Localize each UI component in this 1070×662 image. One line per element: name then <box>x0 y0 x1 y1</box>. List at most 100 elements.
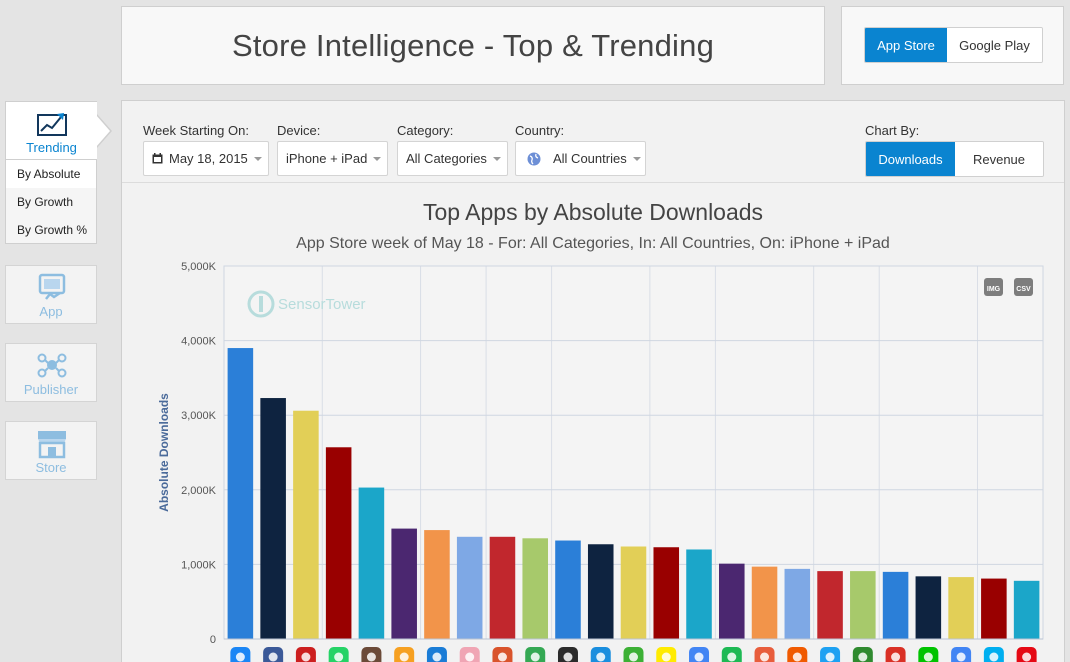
line-app-icon-glyph <box>923 652 933 662</box>
sidebar-item-label: App <box>39 304 63 319</box>
bar-gmail[interactable] <box>882 571 909 639</box>
filter-bar: Week Starting On: May 18, 2015 Device: i… <box>122 101 1064 183</box>
bar-youtube[interactable] <box>293 410 319 639</box>
bar-facebook[interactable] <box>260 398 286 639</box>
shazam-app-icon-glyph <box>432 652 442 662</box>
submenu-by-growth-percent[interactable]: By Growth % <box>17 223 88 237</box>
device-value: iPhone + iPad <box>286 151 368 166</box>
bar-spotify[interactable] <box>719 563 745 639</box>
spotify-app-icon-glyph <box>727 652 737 662</box>
y-tick-label: 3,000K <box>181 410 217 422</box>
dr-app-app-icon-glyph <box>760 652 770 662</box>
globe-icon <box>527 152 541 165</box>
watermark-text: SensorTower <box>278 296 366 313</box>
chevron-down-icon <box>632 156 641 161</box>
category-select[interactable]: All Categories <box>397 141 508 176</box>
category-label: Category: <box>397 123 454 138</box>
google-app-icon-glyph <box>694 652 704 662</box>
sidebar-item-label: Trending <box>26 140 77 155</box>
bar-messenger[interactable] <box>227 348 254 639</box>
sensortower-logo-bar <box>259 296 263 312</box>
csv-export-label: CSV <box>1016 286 1031 293</box>
chevron-down-icon <box>373 156 382 161</box>
bar-snapchat[interactable] <box>653 547 680 639</box>
y-axis-label: Absolute Downloads <box>157 393 171 512</box>
y-tick-label: 0 <box>210 634 216 646</box>
sidebar-item-app[interactable]: App <box>5 265 97 324</box>
taobao-app-icon-glyph <box>792 652 802 662</box>
bar-shazam[interactable] <box>424 530 450 639</box>
week-value: May 18, 2015 <box>169 151 248 166</box>
downloads-button[interactable]: Downloads <box>866 142 955 176</box>
chart-area: Top Apps by Absolute Downloads App Store … <box>122 184 1064 662</box>
revenue-button[interactable]: Revenue <box>955 142 1043 176</box>
google-play-button[interactable]: Google Play <box>947 28 1042 62</box>
sensortower-logo-icon <box>247 290 275 318</box>
chrome-app-icon-glyph <box>956 652 966 662</box>
bar-google[interactable] <box>686 549 712 639</box>
y-tick-label: 1,000K <box>181 559 217 571</box>
submenu-by-growth[interactable]: By Growth <box>17 195 74 209</box>
page-header: Store Intelligence - Top & Trending <box>121 6 825 85</box>
game-app-app-icon-glyph <box>497 652 507 662</box>
sidebar-item-store[interactable]: Store <box>5 421 97 480</box>
duolingo-app-icon-glyph <box>399 652 409 662</box>
gmail-app-icon-glyph <box>891 652 901 662</box>
google-maps-app-icon-glyph <box>530 652 540 662</box>
instagram-app-icon-glyph <box>366 652 376 662</box>
week-select[interactable]: May 18, 2015 <box>143 141 269 176</box>
submenu-by-absolute[interactable]: By Absolute <box>6 160 96 188</box>
bar-find-friends[interactable] <box>850 571 876 639</box>
y-tick-label: 5,000K <box>181 261 217 273</box>
chevron-down-icon <box>492 156 501 161</box>
y-tick-label: 4,000K <box>181 336 217 348</box>
sidebar-item-label: Publisher <box>23 382 79 397</box>
twitter-app-icon-glyph <box>825 652 835 662</box>
skype-app-icon-glyph <box>989 652 999 662</box>
bar-google-maps[interactable] <box>522 538 548 639</box>
sensortower-watermark <box>247 290 275 318</box>
youtube-app-icon-glyph <box>301 652 311 662</box>
bar-skype[interactable] <box>981 578 1007 639</box>
sidebar-item-trending[interactable]: Trending <box>5 101 112 160</box>
calendar-icon <box>152 153 163 164</box>
bar-taobao[interactable] <box>784 568 811 639</box>
country-label: Country: <box>515 123 565 138</box>
bar-line[interactable] <box>915 576 942 639</box>
bar-wechat[interactable] <box>620 546 647 639</box>
messenger-app-icon-glyph <box>235 652 245 662</box>
country-select[interactable]: All Countries <box>515 141 646 176</box>
bar-qq[interactable] <box>555 540 581 639</box>
bar-anime-app[interactable] <box>456 536 483 639</box>
bar-chrome[interactable] <box>948 577 974 639</box>
sidebar-item-publisher[interactable]: Publisher <box>5 343 97 402</box>
chart-title: Top Apps by Absolute Downloads <box>423 199 763 225</box>
store-toggle: App Store Google Play <box>864 27 1043 63</box>
bar-alipay[interactable] <box>587 544 614 639</box>
bar-netflix[interactable] <box>1013 580 1040 639</box>
store-icon <box>38 431 66 459</box>
bar-game-app[interactable] <box>489 536 516 639</box>
sidebar-item-label: Store <box>35 460 67 475</box>
app-icon <box>38 273 66 300</box>
bar-dr-app[interactable] <box>751 566 778 639</box>
device-label: Device: <box>277 123 321 138</box>
bar-duolingo[interactable] <box>391 528 417 639</box>
bar-instagram[interactable] <box>358 487 385 639</box>
snapchat-app-icon-glyph <box>661 652 671 662</box>
store-selector-box: App Store Google Play <box>841 6 1064 85</box>
bar-whatsapp[interactable] <box>325 447 352 639</box>
whatsapp-app-icon-glyph <box>334 652 344 662</box>
active-pointer <box>96 114 112 148</box>
chart-by-toggle: Downloads Revenue <box>865 141 1044 177</box>
find-friends-app-icon-glyph <box>858 652 868 662</box>
csv-export-button[interactable] <box>1014 278 1033 296</box>
chart-by-label: Chart By: <box>865 123 920 138</box>
country-value: All Countries <box>553 151 627 166</box>
img-export-button[interactable] <box>984 278 1003 296</box>
app-store-button[interactable]: App Store <box>865 28 947 62</box>
alipay-app-icon-glyph <box>596 652 606 662</box>
device-select[interactable]: iPhone + iPad <box>277 141 388 176</box>
bar-twitter[interactable] <box>817 571 843 639</box>
chart-subtitle: App Store week of May 18 - For: All Cate… <box>296 235 890 252</box>
